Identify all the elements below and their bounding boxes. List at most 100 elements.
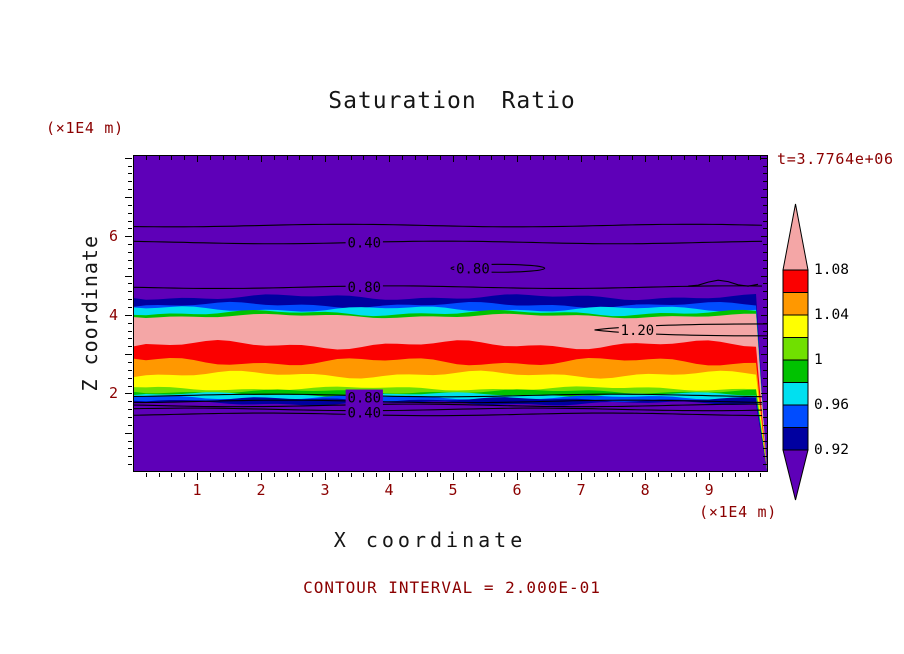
tick-mark [760, 473, 762, 477]
tick-mark [478, 473, 480, 477]
tick-mark [517, 473, 519, 480]
colorbar-label: 0.96 [814, 397, 849, 413]
tick-mark [128, 299, 132, 301]
tick-mark [128, 259, 132, 261]
colorbar-label: 1 [814, 352, 823, 368]
tick-mark [125, 236, 132, 238]
x-tick-label: 4 [384, 481, 394, 499]
contour-plot-svg: 0.400.800.801.200.800.40 [134, 156, 767, 471]
tick-mark [128, 417, 132, 418]
tick-mark [128, 409, 132, 411]
contour-line [134, 240, 763, 245]
tick-mark [128, 362, 132, 363]
x-tick-label: 2 [256, 481, 266, 499]
tick-mark [125, 314, 132, 316]
tick-mark [299, 473, 301, 477]
tick-mark [529, 473, 531, 477]
tick-mark [465, 473, 467, 477]
colorbar-segment [782, 427, 809, 451]
tick-mark [568, 473, 570, 477]
contour-line [134, 403, 763, 408]
colorbar-segment [782, 314, 809, 338]
tick-mark [747, 473, 749, 477]
tick-mark [286, 473, 288, 477]
contour-label: 0.80 [456, 261, 490, 277]
colorbar-spike-top [782, 203, 809, 271]
tick-mark [128, 330, 132, 332]
tick-mark [128, 456, 132, 458]
tick-mark [261, 473, 263, 480]
tick-mark [197, 473, 198, 480]
x-tick-label: 5 [448, 481, 458, 499]
tick-mark [248, 473, 250, 477]
contour-line [134, 223, 763, 228]
contour-label-mask [345, 279, 383, 296]
tick-mark [128, 244, 132, 246]
contour-label-mask [618, 321, 657, 338]
contour-loop [594, 323, 767, 337]
tick-mark [128, 267, 132, 269]
tick-mark [337, 473, 339, 477]
chart-title: Saturation Ratio [328, 88, 576, 114]
contour-label: 0.40 [347, 235, 381, 251]
contour-label-mask [345, 389, 383, 406]
saturation-band [134, 401, 767, 471]
tick-mark [125, 432, 132, 434]
tick-mark [128, 307, 132, 309]
tick-mark [683, 473, 685, 477]
contour-label-mask [454, 260, 492, 277]
x-axis-unit-label: (×1E4 m) [699, 503, 777, 521]
tick-mark [128, 369, 132, 371]
tick-mark [171, 473, 173, 477]
contour-label: 1.20 [621, 323, 655, 339]
tick-mark [709, 473, 711, 480]
tick-mark [273, 473, 275, 477]
colorbar-label: 0.92 [814, 442, 849, 458]
tick-mark [363, 473, 365, 477]
x-tick-label: 8 [640, 481, 650, 499]
colorbar-segment [782, 292, 809, 316]
tick-mark [128, 165, 132, 167]
tick-mark [222, 473, 224, 477]
tick-mark [235, 473, 237, 477]
tick-mark [350, 473, 352, 477]
colorbar-label: 1.08 [814, 262, 849, 278]
tick-mark [128, 181, 132, 183]
tick-mark [619, 473, 621, 477]
tick-mark [128, 189, 132, 191]
tick-mark [125, 393, 132, 395]
colorbar [780, 198, 811, 512]
tick-mark [312, 473, 314, 477]
colorbar-segment [782, 359, 809, 383]
tick-mark [158, 473, 160, 477]
x-axis-title: X coordinate [333, 528, 527, 552]
tick-mark [128, 291, 132, 293]
tick-mark [389, 473, 391, 480]
colorbar-segment [782, 404, 809, 428]
tick-mark [128, 173, 132, 175]
tick-mark [128, 322, 132, 324]
contour-line [134, 399, 763, 404]
contour-interval-note: CONTOUR INTERVAL = 2.000E-01 [303, 578, 601, 597]
tick-mark [128, 464, 132, 466]
tick-mark [593, 473, 595, 477]
contour-label-mask [345, 404, 383, 421]
tick-mark [555, 473, 557, 477]
x-tick-label: 9 [704, 481, 714, 499]
colorbar-segment [782, 337, 809, 361]
tick-mark [401, 473, 403, 477]
colorbar-spike-bottom [782, 449, 809, 501]
x-tick-label: 6 [512, 481, 522, 499]
colorbar-svg [782, 203, 809, 501]
tick-mark [125, 275, 132, 277]
x-tick-label: 3 [320, 481, 330, 499]
contour-line [134, 407, 763, 412]
tick-mark [645, 473, 647, 480]
contour-plot-area: 0.40 0.80 0.80 1.20 0.80 0.40 [133, 155, 768, 472]
tick-mark [128, 440, 132, 442]
z-axis-unit-label: (×1E4 m) [46, 119, 124, 137]
contour-label: 0.80 [347, 390, 381, 406]
contour-loop [450, 263, 546, 273]
colorbar-segment [782, 382, 809, 406]
